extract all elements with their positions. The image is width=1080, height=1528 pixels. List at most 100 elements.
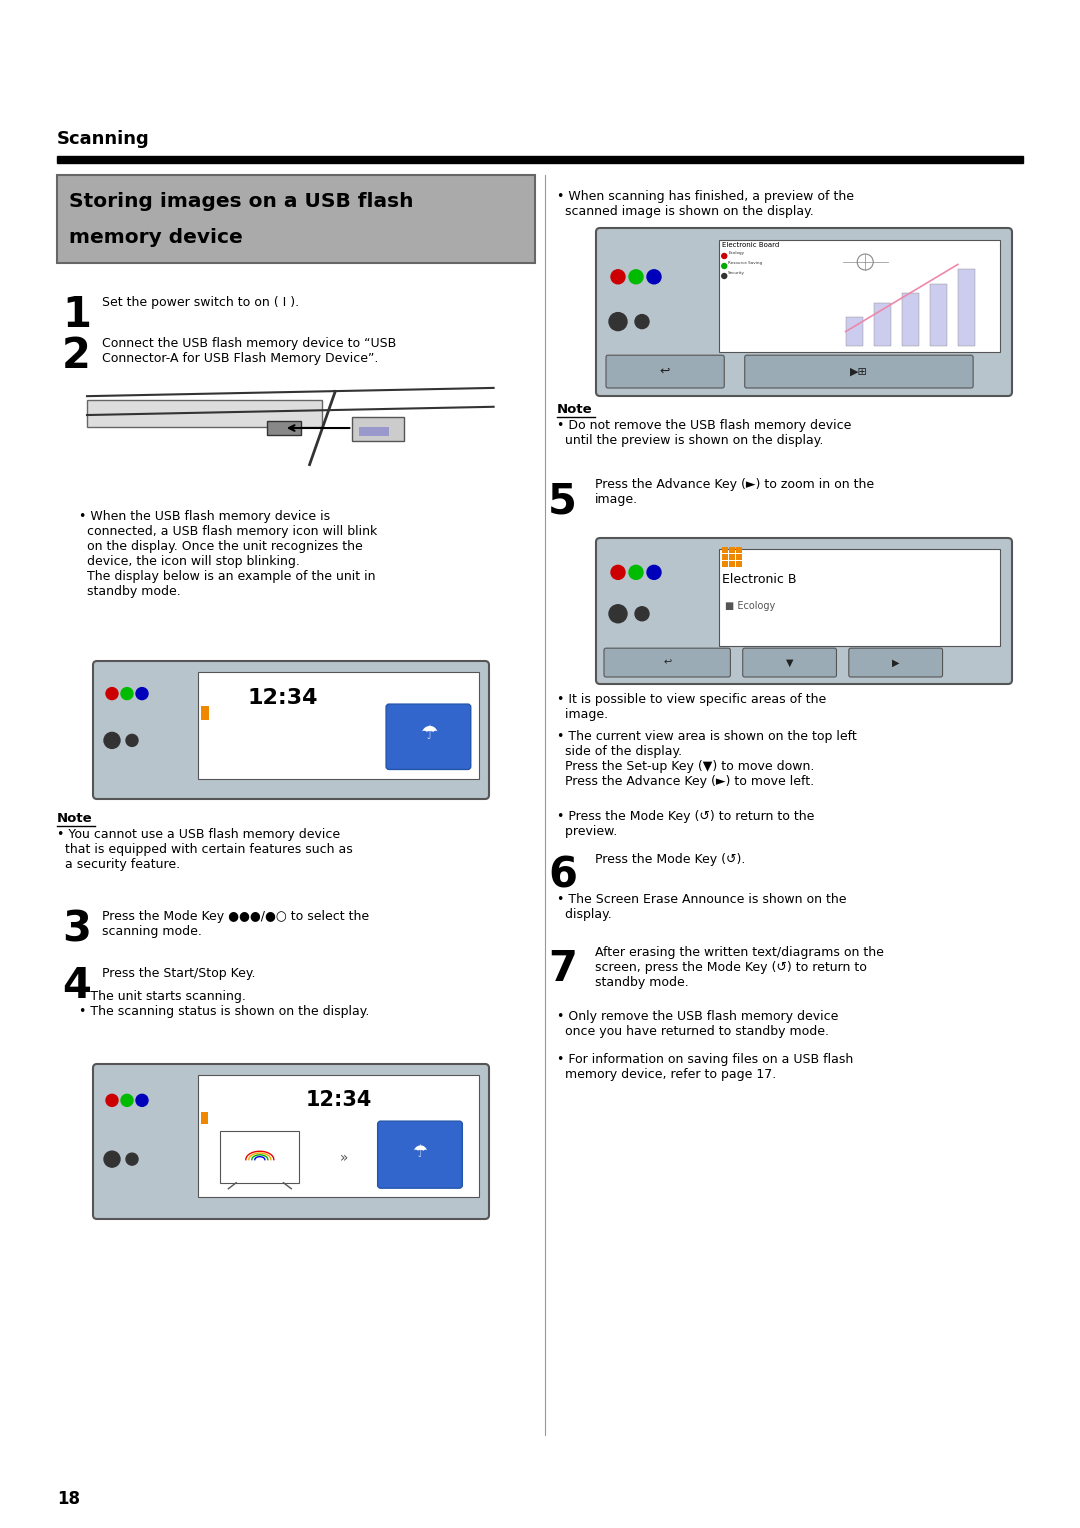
Bar <box>737 553 742 559</box>
Circle shape <box>121 688 133 700</box>
Bar <box>352 417 404 442</box>
FancyBboxPatch shape <box>93 662 489 799</box>
Circle shape <box>609 605 627 623</box>
Bar <box>723 547 728 553</box>
Text: 12:34: 12:34 <box>247 689 318 709</box>
Bar <box>902 293 919 345</box>
Circle shape <box>611 565 625 579</box>
Bar <box>198 671 480 779</box>
Text: »: » <box>340 1151 349 1166</box>
Bar <box>201 706 210 720</box>
Text: • The unit starts scanning.
• The scanning status is shown on the display.: • The unit starts scanning. • The scanni… <box>79 990 369 1018</box>
Bar <box>729 547 735 553</box>
Text: ▼: ▼ <box>786 657 794 668</box>
FancyBboxPatch shape <box>606 354 725 388</box>
FancyBboxPatch shape <box>596 538 1012 685</box>
Circle shape <box>721 274 727 278</box>
Bar <box>359 426 389 437</box>
Circle shape <box>647 270 661 284</box>
Text: Electronic Board: Electronic Board <box>723 241 780 248</box>
Text: 12:34: 12:34 <box>306 1089 372 1109</box>
Text: • Press the Mode Key (↺) to return to the
  preview.: • Press the Mode Key (↺) to return to th… <box>557 810 814 837</box>
Text: Set the power switch to on ( I ).: Set the power switch to on ( I ). <box>102 296 299 309</box>
Text: • The Screen Erase Announce is shown on the
  display.: • The Screen Erase Announce is shown on … <box>557 892 847 921</box>
Bar <box>729 561 735 567</box>
FancyBboxPatch shape <box>378 1122 462 1189</box>
Circle shape <box>104 1151 120 1167</box>
Text: • Only remove the USB flash memory device
  once you have returned to standby mo: • Only remove the USB flash memory devic… <box>557 1010 838 1038</box>
Text: Security: Security <box>728 270 745 275</box>
Text: Electronic B: Electronic B <box>723 573 797 585</box>
Bar <box>930 284 947 345</box>
FancyBboxPatch shape <box>743 648 837 677</box>
Text: Ecology: Ecology <box>728 251 744 255</box>
Text: • You cannot use a USB flash memory device
  that is equipped with certain featu: • You cannot use a USB flash memory devi… <box>57 828 353 871</box>
FancyBboxPatch shape <box>93 1063 489 1219</box>
Bar <box>958 269 975 345</box>
Text: 5: 5 <box>548 480 577 523</box>
Text: 4: 4 <box>62 966 91 1007</box>
Text: Note: Note <box>557 403 593 416</box>
Circle shape <box>106 1094 118 1106</box>
Text: • For information on saving files on a USB flash
  memory device, refer to page : • For information on saving files on a U… <box>557 1053 853 1080</box>
Bar <box>198 1076 480 1198</box>
Bar <box>737 547 742 553</box>
Text: • It is possible to view specific areas of the
  image.: • It is possible to view specific areas … <box>557 694 826 721</box>
Text: 1: 1 <box>62 293 91 336</box>
Text: 3: 3 <box>62 908 91 950</box>
Circle shape <box>635 607 649 620</box>
Bar <box>57 176 535 263</box>
Text: • The current view area is shown on the top left
  side of the display.
  Press : • The current view area is shown on the … <box>557 730 856 788</box>
Bar <box>201 1112 208 1125</box>
Circle shape <box>121 1094 133 1106</box>
Text: 2: 2 <box>62 335 91 377</box>
Bar <box>87 382 515 500</box>
Circle shape <box>136 1094 148 1106</box>
Text: Press the Mode Key ●●●/●○ to select the
scanning mode.: Press the Mode Key ●●●/●○ to select the … <box>102 911 369 938</box>
FancyBboxPatch shape <box>386 704 471 770</box>
Text: Press the Advance Key (►) to zoom in on the
image.: Press the Advance Key (►) to zoom in on … <box>595 478 874 506</box>
Bar <box>737 561 742 567</box>
Text: ↩: ↩ <box>660 365 671 377</box>
Circle shape <box>858 254 874 270</box>
Bar <box>719 240 1000 351</box>
Text: ↩: ↩ <box>663 657 672 668</box>
Text: Scanning: Scanning <box>57 130 150 148</box>
Text: ☂: ☂ <box>413 1143 428 1161</box>
FancyBboxPatch shape <box>745 354 973 388</box>
FancyBboxPatch shape <box>849 648 943 677</box>
Text: • When the USB flash memory device is
  connected, a USB flash memory icon will : • When the USB flash memory device is co… <box>79 510 377 597</box>
Text: ☂: ☂ <box>420 724 437 743</box>
Text: • When scanning has finished, a preview of the
  scanned image is shown on the d: • When scanning has finished, a preview … <box>557 189 854 219</box>
Circle shape <box>721 254 727 258</box>
Text: ▶: ▶ <box>892 657 900 668</box>
Bar <box>220 1131 299 1183</box>
Bar <box>57 156 1023 163</box>
FancyBboxPatch shape <box>596 228 1012 396</box>
Text: memory device: memory device <box>69 228 243 248</box>
Text: Press the Start/Stop Key.: Press the Start/Stop Key. <box>102 967 256 979</box>
Text: Press the Mode Key (↺).: Press the Mode Key (↺). <box>595 853 745 866</box>
Text: 7: 7 <box>548 947 577 990</box>
Circle shape <box>611 270 625 284</box>
Circle shape <box>629 270 643 284</box>
Text: Connect the USB flash memory device to “USB
Connector-A for USB Flash Memory Dev: Connect the USB flash memory device to “… <box>102 338 396 365</box>
Circle shape <box>721 263 727 269</box>
Bar <box>874 303 891 345</box>
Text: ■ Ecology: ■ Ecology <box>726 601 775 611</box>
Circle shape <box>136 688 148 700</box>
Circle shape <box>609 313 627 330</box>
Text: Note: Note <box>57 811 93 825</box>
Circle shape <box>106 688 118 700</box>
Circle shape <box>126 1154 138 1166</box>
Text: Resource Saving: Resource Saving <box>728 261 762 264</box>
Bar <box>267 420 301 435</box>
FancyBboxPatch shape <box>604 648 730 677</box>
Circle shape <box>629 565 643 579</box>
Circle shape <box>635 315 649 329</box>
Text: Storing images on a USB flash: Storing images on a USB flash <box>69 193 414 211</box>
Text: • Do not remove the USB flash memory device
  until the preview is shown on the : • Do not remove the USB flash memory dev… <box>557 419 851 448</box>
Bar <box>719 549 1000 645</box>
Text: 6: 6 <box>548 856 577 897</box>
Circle shape <box>126 735 138 746</box>
